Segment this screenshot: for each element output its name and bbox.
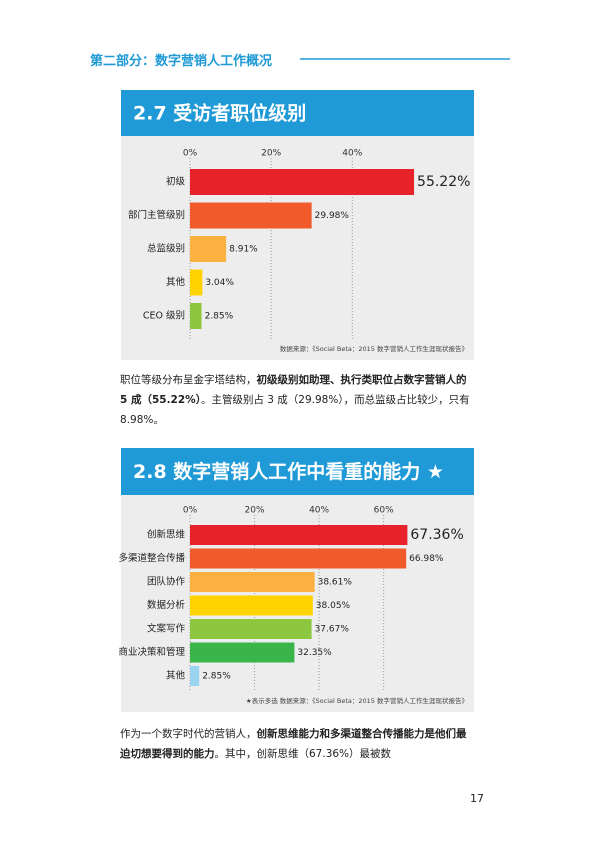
value-label: 32.35% <box>297 648 332 658</box>
chart-title: 2.8 数字营销人工作中看重的能力 ★ <box>133 460 444 483</box>
text-run: 作为一个数字时代的营销人， <box>120 728 257 740</box>
category-label: 其他 <box>166 670 186 682</box>
x-tick-label: 20% <box>261 149 281 159</box>
text-run: 初级级别如助理、执行类职位占数字营销人的 5 成（55.22%） <box>120 374 467 406</box>
value-label: 55.22% <box>417 174 470 190</box>
bar <box>190 303 202 329</box>
category-label: 部门主管级别 <box>128 209 185 221</box>
source-note: ★表示多选 数据来源：《Social Beta：2015 数字营销人工作生涯现状… <box>246 696 468 705</box>
banner <box>121 448 474 495</box>
bar <box>190 642 295 663</box>
chart-title: 2.7 受访者职位级别 <box>133 102 306 125</box>
category-label: 商业决策和管理 <box>118 646 185 658</box>
page-number: 17 <box>470 792 484 805</box>
paragraph: 作为一个数字时代的营销人，创新思维能力和多渠道整合传播能力是他们最迫切想要得到的… <box>120 724 476 764</box>
value-label: 3.04% <box>205 278 234 288</box>
value-label: 66.98% <box>409 554 444 564</box>
bar <box>190 572 315 592</box>
category-label: 其他 <box>166 276 186 288</box>
x-tick-label: 40% <box>342 149 362 159</box>
source-note: 数据来源：《Social Beta：2015 数字营销人工作生涯现状报告》 <box>280 344 468 353</box>
category-label: 文案写作 <box>147 623 186 635</box>
value-label: 2.85% <box>205 312 234 322</box>
paragraph: 职位等级分布呈金字塔结构，初级级别如助理、执行类职位占数字营销人的 5 成（55… <box>120 370 476 430</box>
bar <box>190 525 408 545</box>
bar <box>190 666 200 686</box>
bar <box>190 269 203 296</box>
bar <box>190 236 227 262</box>
text-run: 职位等级分布呈金字塔结构， <box>120 374 257 386</box>
banner <box>121 90 474 136</box>
text-run: 。主管级别占 3 成（29.98%），而总监级占比较少，只有 8.98%。 <box>120 394 470 426</box>
value-label: 29.98% <box>315 211 350 221</box>
section-title: 第二部分：数字营销人工作概况 <box>90 54 273 69</box>
x-tick-label: 0% <box>183 506 198 516</box>
bar <box>190 169 415 195</box>
value-label: 37.67% <box>315 625 350 635</box>
x-tick-label: 0% <box>183 149 198 159</box>
x-tick-label: 20% <box>245 506 265 516</box>
category-label: 创新思维 <box>147 529 186 541</box>
bar <box>190 548 407 569</box>
bar <box>190 595 313 616</box>
category-label: 初级 <box>166 176 186 188</box>
category-label: 数据分析 <box>147 599 186 611</box>
category-label: 总监级别 <box>147 243 185 255</box>
value-label: 8.91% <box>229 245 258 255</box>
value-label: 67.36% <box>410 527 463 543</box>
category-label: 团队协作 <box>147 576 186 588</box>
x-tick-label: 60% <box>374 506 394 516</box>
x-tick-label: 40% <box>309 506 329 516</box>
category-label: CEO 级别 <box>143 310 185 322</box>
value-label: 2.85% <box>202 672 231 682</box>
value-label: 38.05% <box>316 601 351 611</box>
bar <box>190 202 312 229</box>
category-label: 多渠道整合传播 <box>118 552 185 564</box>
text-run: 创新思维能力和多渠道整合传播能力是他们最迫切想要得到的能力 <box>120 728 467 760</box>
text-run: 。其中，创新思维（67.36%）最被数 <box>214 748 392 760</box>
bar <box>190 619 312 639</box>
value-label: 38.61% <box>318 578 353 588</box>
